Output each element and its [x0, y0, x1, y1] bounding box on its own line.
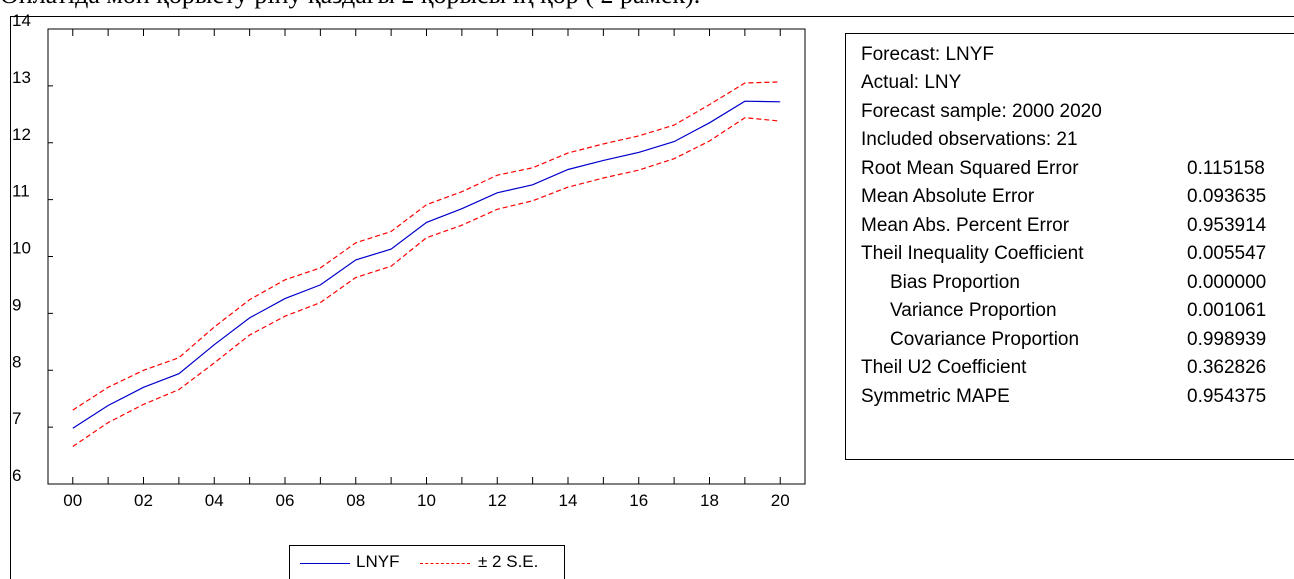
- cutoff-caption-text: Оплатіда мөн қорысту ріну қаздағы 2 қоры…: [0, 0, 1294, 10]
- x-axis: 00 02 04 06 08 10 12 14 16 18 20: [63, 29, 790, 510]
- stat-value: 0.000000: [1187, 272, 1267, 293]
- stat-label: Actual: LNY: [861, 72, 962, 93]
- stat-label: Symmetric MAPE: [861, 386, 1010, 407]
- stat-label: Theil Inequality Coefficient: [861, 243, 1084, 264]
- stat-row: Covariance Proportion 0.998939: [846, 326, 1294, 354]
- y-tick-label: 11: [12, 182, 30, 201]
- legend-swatch-se: [420, 563, 470, 564]
- y-tick-label: 9: [12, 295, 21, 314]
- figure-frame-left: [10, 16, 11, 579]
- stat-row: Theil Inequality Coefficient 0.005547: [846, 240, 1294, 268]
- legend-label-lnyf: LNYF: [356, 552, 400, 571]
- x-tick-label: 12: [488, 491, 507, 510]
- stat-label: Covariance Proportion: [890, 329, 1080, 350]
- x-tick-label: 02: [134, 491, 153, 510]
- stat-row: Forecast sample: 2000 2020: [846, 98, 1294, 126]
- x-tick-label: 00: [63, 491, 82, 510]
- stat-label: Variance Proportion: [890, 300, 1057, 321]
- forecast-stats-panel: Forecast: LNYF Actual: LNY Forecast samp…: [845, 33, 1294, 460]
- stat-label: Forecast sample: 2000 2020: [861, 101, 1102, 122]
- y-tick-label: 10: [12, 239, 31, 258]
- legend-swatch-lnyf: [300, 563, 350, 564]
- forecast-chart: 6 7 8 9 10 11 12 13 14 00 02 04 06 08 10 12 14 16 18 20: [12, 11, 806, 510]
- stat-value: 0.001061: [1187, 300, 1267, 321]
- series-lnyf-line: [72, 100, 781, 429]
- series-lower-se-line: [72, 117, 781, 447]
- y-tick-label: 13: [12, 68, 31, 87]
- y-tick-label: 7: [12, 409, 21, 428]
- stat-row: Mean Absolute Error 0.093635: [846, 183, 1294, 211]
- stat-value: 0.954375: [1187, 386, 1267, 407]
- stat-label: Forecast: LNYF: [861, 44, 995, 65]
- legend-label-se: ± 2 S.E.: [478, 552, 539, 571]
- plot-area-border: [47, 28, 806, 485]
- y-axis: 6 7 8 9 10 11 12 13 14: [12, 11, 53, 485]
- stat-value: 0.953914: [1187, 215, 1267, 236]
- stat-label: Root Mean Squared Error: [861, 158, 1079, 179]
- stat-value: 0.115158: [1187, 158, 1265, 179]
- x-tick-label: 14: [559, 491, 578, 510]
- stat-value: 0.362826: [1187, 357, 1267, 378]
- stat-row: Root Mean Squared Error 0.115158: [846, 155, 1294, 183]
- x-tick-label: 18: [700, 491, 719, 510]
- y-tick-label: 8: [12, 352, 21, 371]
- stat-row: Actual: LNY: [846, 69, 1294, 97]
- stat-value: 0.093635: [1187, 186, 1267, 207]
- legend: LNYF ± 2 S.E.: [289, 545, 565, 579]
- x-tick-label: 16: [629, 491, 648, 510]
- stat-row: Bias Proportion 0.000000: [846, 269, 1294, 297]
- stat-label: Included observations: 21: [861, 129, 1078, 150]
- stat-label: Bias Proportion: [890, 272, 1020, 293]
- y-tick-label: 14: [12, 11, 31, 30]
- y-tick-label: 6: [12, 466, 21, 485]
- stat-value: 0.005547: [1187, 243, 1267, 264]
- y-tick-label: 12: [12, 125, 31, 144]
- stat-label: Mean Abs. Percent Error: [861, 215, 1070, 236]
- x-tick-label: 04: [205, 491, 224, 510]
- stat-row: Included observations: 21: [846, 126, 1294, 154]
- series-layer: [72, 81, 781, 447]
- series-upper-se-line: [72, 81, 781, 411]
- stat-row: Mean Abs. Percent Error 0.953914: [846, 212, 1294, 240]
- stat-value: 0.998939: [1187, 329, 1267, 350]
- stat-label: Theil U2 Coefficient: [861, 357, 1027, 378]
- x-tick-label: 10: [417, 491, 436, 510]
- stat-label: Mean Absolute Error: [861, 186, 1035, 207]
- stat-row: Forecast: LNYF: [846, 41, 1294, 69]
- figure-frame-top: [10, 16, 1294, 17]
- stat-row: Theil U2 Coefficient 0.362826: [846, 354, 1294, 382]
- x-tick-label: 08: [346, 491, 365, 510]
- stat-row: Variance Proportion 0.001061: [846, 297, 1294, 325]
- stat-row: Symmetric MAPE 0.954375: [846, 383, 1294, 411]
- x-tick-label: 20: [771, 491, 790, 510]
- x-tick-label: 06: [276, 491, 295, 510]
